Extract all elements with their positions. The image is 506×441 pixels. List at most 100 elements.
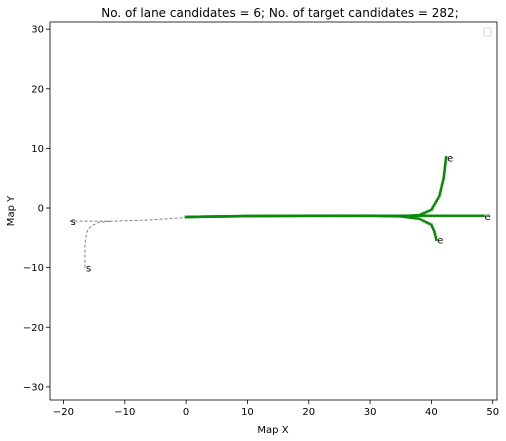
- target-candidate-point: [412, 214, 416, 217]
- target-candidate-point: [281, 214, 284, 218]
- target-candidate-point: [438, 192, 442, 195]
- target-candidate-point: [422, 211, 426, 215]
- target-candidate-point: [307, 214, 311, 218]
- target-candidate-point: [427, 214, 430, 218]
- target-candidate-point: [263, 214, 267, 218]
- target-candidate-point: [266, 214, 270, 218]
- target-candidate-point: [289, 214, 293, 218]
- target-candidate-point: [396, 215, 400, 218]
- target-candidate-point: [404, 215, 408, 219]
- target-candidate-point: [441, 182, 444, 185]
- y-tick-label: 20: [31, 84, 44, 95]
- target-candidate-point: [344, 214, 347, 218]
- target-candidate-point: [272, 214, 276, 218]
- target-candidate-point: [287, 214, 290, 218]
- target-candidate-point: [385, 214, 389, 218]
- target-candidate-point: [388, 214, 391, 218]
- target-candidate-point: [433, 233, 437, 236]
- y-tick-label: 10: [31, 144, 44, 155]
- target-candidate-point: [304, 214, 308, 218]
- target-candidate-point: [425, 210, 428, 214]
- target-candidate-point: [362, 214, 366, 218]
- end-marker-label: e: [447, 153, 453, 164]
- target-candidate-point: [322, 214, 326, 218]
- target-candidate-point: [439, 214, 442, 218]
- end-marker-label: e: [437, 236, 443, 247]
- target-candidate-point: [415, 214, 418, 217]
- target-candidate-point: [415, 217, 418, 220]
- target-candidate-point: [463, 214, 467, 218]
- target-candidate-point: [460, 214, 464, 218]
- target-candidate-point: [368, 214, 372, 218]
- target-candidate-point: [284, 214, 287, 218]
- target-candidate-point: [435, 199, 439, 202]
- target-candidate-point: [440, 184, 444, 188]
- target-candidate-point: [275, 214, 278, 218]
- x-tick-label: 50: [486, 407, 499, 418]
- target-candidate-point: [219, 215, 223, 218]
- x-tick-label: 20: [302, 407, 315, 418]
- target-candidate-point: [442, 174, 446, 177]
- x-axis: −20 −10 0 10 20 30 40 50: [53, 400, 499, 418]
- target-candidate-point: [439, 187, 443, 190]
- y-tick-label: 0: [38, 204, 44, 215]
- target-candidate-point: [231, 214, 235, 218]
- target-candidate-point: [439, 189, 442, 193]
- target-candidate-point: [444, 158, 448, 162]
- target-candidate-point: [319, 214, 323, 218]
- target-candidate-point: [443, 163, 447, 167]
- target-candidate-point: [476, 214, 479, 218]
- target-candidate-point: [409, 216, 413, 220]
- y-axis-label: Map Y: [6, 195, 17, 226]
- target-candidate-point: [457, 214, 461, 218]
- target-candidate-point: [451, 214, 455, 218]
- chart-title: No. of lane candidates = 6; No. of targe…: [101, 6, 458, 20]
- target-candidate-point: [412, 216, 416, 220]
- target-candidate-point: [214, 215, 217, 218]
- target-candidate-point: [371, 214, 375, 218]
- target-candidate-point: [335, 214, 338, 218]
- target-candidate-point: [234, 214, 238, 218]
- target-candidate-point: [202, 215, 205, 219]
- target-candidate-point: [225, 215, 229, 218]
- x-axis-label: Map X: [257, 425, 288, 436]
- end-marker-label: e: [485, 212, 491, 223]
- start-marker-label: s: [71, 217, 76, 228]
- target-candidate-point: [433, 230, 436, 234]
- target-candidate-point: [292, 214, 296, 218]
- y-tick-label: −30: [23, 382, 44, 393]
- target-candidate-point: [193, 215, 197, 219]
- target-candidate-point: [433, 214, 436, 218]
- target-candidate-point: [243, 214, 246, 218]
- target-candidate-point: [436, 214, 439, 218]
- target-candidate-point: [444, 161, 447, 164]
- target-candidate-point: [269, 214, 273, 218]
- target-candidate-point: [430, 208, 433, 212]
- x-tick-label: −20: [53, 407, 74, 418]
- target-candidate-point: [434, 235, 437, 239]
- target-candidate-point: [442, 214, 445, 218]
- target-candidate-point: [466, 214, 470, 218]
- target-candidate-point: [469, 214, 473, 218]
- target-candidate-point: [443, 166, 447, 170]
- target-candidate-point: [187, 215, 191, 219]
- target-candidate-point: [374, 214, 377, 218]
- target-candidate-point: [208, 215, 211, 218]
- start-marker-label: s: [86, 264, 91, 275]
- target-candidate-point: [278, 214, 281, 218]
- target-candidate-point: [240, 214, 243, 218]
- x-tick-label: 10: [241, 407, 254, 418]
- target-candidate-point: [442, 176, 445, 180]
- target-candidate-point: [442, 171, 446, 175]
- target-candidate-point: [379, 214, 383, 218]
- target-candidate-point: [356, 214, 360, 218]
- target-candidate-point: [295, 214, 299, 218]
- y-axis: −30 −20 −10 0 10 20 30: [23, 25, 50, 393]
- target-candidate-point: [254, 214, 258, 218]
- target-candidate-point: [328, 214, 332, 218]
- target-candidate-point: [473, 214, 476, 218]
- y-tick-label: −10: [23, 263, 44, 274]
- target-candidate-point: [310, 214, 314, 218]
- annotation-layer: s s e e e: [71, 153, 491, 274]
- target-candidate-point: [430, 223, 433, 227]
